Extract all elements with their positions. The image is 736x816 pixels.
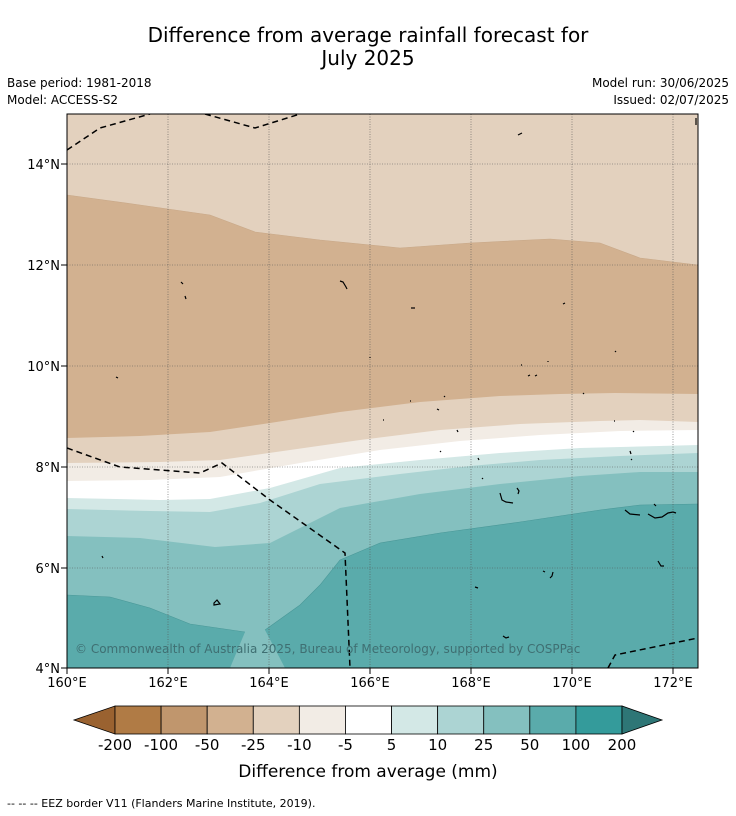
colorbar-tick-label: 100: [561, 736, 591, 754]
colorbar-tick-label: -10: [287, 736, 312, 754]
colorbar-swatch: [160, 705, 208, 735]
colorbar-tick-label: 5: [386, 736, 397, 754]
model-run-date: Model run: 30/06/2025: [591, 76, 729, 90]
colorbar-swatch: [206, 705, 254, 735]
eez-border-central: [67, 447, 351, 668]
contour-line-minus-25: [67, 194, 698, 266]
islands: [101, 118, 697, 639]
copyright-notice: © Commonwealth of Australia 2025, Bureau…: [75, 642, 580, 656]
model-name: Model: ACCESS-S2: [7, 93, 119, 107]
colorbar-tick-label: -5: [337, 736, 353, 754]
graticule: [67, 114, 698, 668]
lon-label-170e: 170°E: [552, 676, 592, 691]
base-period: Base period: 1981-2018: [7, 76, 152, 90]
colorbar-tick-label: 200: [607, 736, 637, 754]
map-title-line2: July 2025: [321, 46, 415, 70]
eez-border: [67, 114, 698, 668]
eez-border-north-west: [67, 114, 151, 151]
issued-date: Issued: 02/07/2025: [613, 93, 729, 107]
lat-label-12n: 12°N: [27, 259, 60, 274]
lon-ticks: [66, 668, 674, 674]
colorbar-tick-label: -50: [194, 736, 220, 754]
lat-label-14n: 14°N: [27, 158, 60, 173]
lon-label-172e: 172°E: [653, 676, 693, 691]
colorbar-title: Difference from average (mm): [238, 762, 498, 782]
lat-label-10n: 10°N: [27, 360, 60, 375]
lon-label-166e: 166°E: [350, 676, 390, 691]
map-frame: [66, 113, 699, 669]
eez-border-north: [204, 114, 301, 129]
colorbar-swatch: [575, 705, 623, 735]
colorbar-swatch: [298, 705, 346, 735]
colorbar-swatch: [529, 705, 577, 735]
contour-50-to-100-west: [67, 595, 245, 668]
lat-label-6n: 6°N: [36, 562, 61, 577]
colorbar-swatch: [252, 705, 300, 735]
lat-label-8n: 8°N: [36, 461, 61, 476]
map-title-line1: Difference from average rainfall forecas…: [147, 23, 589, 47]
lon-label-164e: 164°E: [249, 676, 289, 691]
eez-border-south-east: [607, 637, 698, 668]
lon-label-168e: 168°E: [451, 676, 491, 691]
colorbar-tick-label: -100: [144, 736, 179, 754]
colorbar-tick-label: 50: [520, 736, 540, 754]
colorbar-swatch: [437, 705, 485, 735]
colorbar-tick-label: -200: [97, 736, 133, 754]
eez-legend-footer: -- -- -- EEZ border V11 (Flanders Marine…: [7, 797, 316, 810]
rainfall-contours: [67, 114, 698, 668]
colorbar-extend-low: [72, 705, 116, 735]
colorbar-tick-label: -25: [241, 736, 266, 754]
lon-label-162e: 162°E: [148, 676, 188, 691]
colorbar-tick-label: 25: [474, 736, 494, 754]
colorbar-swatch: [483, 705, 531, 735]
colorbar-tick-label: 10: [428, 736, 448, 754]
colorbar-swatch: [345, 705, 392, 735]
lat-label-4n: 4°N: [36, 662, 61, 677]
colorbar: [72, 705, 664, 735]
lat-ticks: [61, 163, 67, 669]
colorbar-swatch: [114, 705, 162, 735]
contour-50-to-100-east: [265, 504, 698, 668]
colorbar-extend-high: [621, 705, 664, 735]
contour-line-50: [67, 503, 698, 633]
colorbar-swatch: [391, 705, 439, 735]
lon-label-160e: 160°E: [47, 676, 87, 691]
